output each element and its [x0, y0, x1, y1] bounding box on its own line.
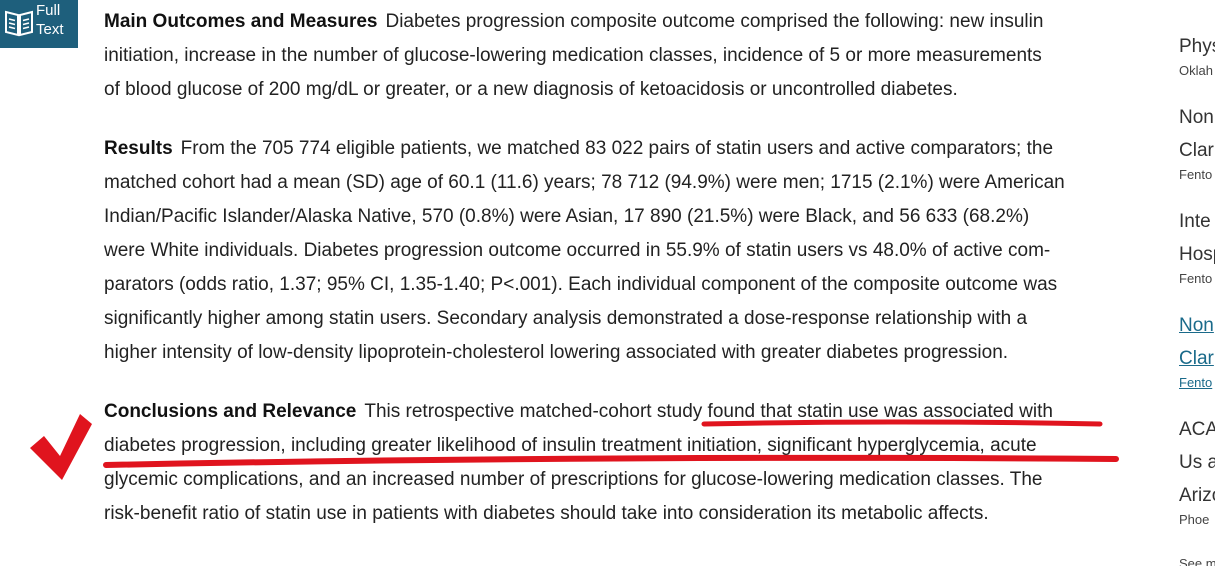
check-mark — [30, 414, 92, 480]
sidebar-subtitle: Fento — [1179, 167, 1213, 182]
text-line: higher intensity of low-density lipoprot… — [104, 341, 1008, 365]
paragraph-text: Diabetes progression composite outcome c… — [385, 11, 1044, 32]
section-heading: Results — [104, 138, 173, 159]
text-line: Results From the 705 774 eligible patient… — [104, 137, 1053, 161]
text-line: diabetes progression, including greater … — [104, 434, 1037, 458]
paragraph-text: matched cohort had a mean (SD) age of 60… — [104, 172, 1065, 193]
sidebar-title: Phys — [1179, 36, 1215, 57]
text-line: significantly higher among statin users.… — [104, 307, 1027, 331]
sidebar-title: Non — [1179, 107, 1214, 128]
sidebar-subtitle: Phoe — [1179, 512, 1210, 527]
text-line: risk-benefit ratio of statin use in pati… — [104, 502, 989, 526]
sidebar-title: Hosp — [1179, 244, 1215, 265]
text-line: parators (odds ratio, 1.37; 95% CI, 1.35… — [104, 273, 1057, 297]
paragraph-text: From the 705 774 eligible patients, we m… — [180, 138, 1054, 159]
sidebar: Phys Oklah Non Clar Fento Inte Hosp Fento Non Cla… — [1179, 0, 1215, 566]
paragraph-text: risk-benefit ratio of statin use in pati… — [104, 503, 989, 524]
paragraph-text: parators (odds ratio, 1.37; 95% CI, 1.35… — [104, 274, 1058, 295]
text-line: initiation, increase in the number of gl… — [104, 44, 1042, 68]
paragraph-text: Indian/Pacific Islander/Alaska Native, 5… — [104, 206, 1030, 227]
paragraph-text: of blood glucose of 200 mg/dL or greater… — [104, 79, 958, 100]
text-line: matched cohort had a mean (SD) age of 60… — [104, 171, 1065, 195]
paragraph-text: significantly higher among statin users.… — [104, 308, 1028, 329]
text-line: glycemic complications, and an increased… — [104, 468, 1043, 492]
sidebar-subtitle: Fento — [1179, 271, 1213, 286]
paragraph-text: This retrospective matched-cohort study … — [364, 401, 1053, 422]
see-more[interactable]: See m — [1179, 556, 1215, 566]
paragraph-text: higher intensity of low-density lipoprot… — [104, 342, 1009, 363]
paragraph-text: were White individuals. Diabetes progres… — [104, 240, 1051, 261]
paragraph-text: glycemic complications, and an increased… — [104, 469, 1043, 490]
underline — [103, 454, 1119, 468]
sidebar-title: ACA — [1179, 419, 1215, 440]
button-text: Full — [36, 2, 61, 19]
sidebar-title[interactable]: Clar — [1179, 348, 1214, 369]
text-line: of blood glucose of 200 mg/dL or greater… — [104, 78, 958, 102]
sidebar-title[interactable]: Non — [1179, 315, 1214, 336]
sidebar-subtitle[interactable]: Fento — [1179, 375, 1213, 390]
text-line: Main Outcomes and Measures Diabetes progr… — [104, 10, 1043, 34]
section-heading: Conclusions and Relevance — [104, 401, 357, 422]
sidebar-title: Us a — [1179, 452, 1215, 473]
book-icon — [5, 10, 33, 37]
sidebar-title: Inte — [1179, 211, 1211, 232]
sidebar-title: Arizo — [1179, 485, 1215, 506]
paragraph-text: diabetes progression, including greater … — [104, 435, 1037, 456]
text-line: Conclusions and Relevance This retrospect… — [104, 400, 1053, 424]
text-line: were White individuals. Diabetes progres… — [104, 239, 1050, 263]
sidebar-subtitle: Oklah — [1179, 63, 1213, 78]
full-text-button[interactable]: Full Text — [0, 0, 78, 48]
paragraph-text: initiation, increase in the number of gl… — [104, 45, 1042, 66]
section-heading: Main Outcomes and Measures — [104, 11, 378, 32]
sidebar-title: Clar — [1179, 140, 1214, 161]
text-line: Indian/Pacific Islander/Alaska Native, 5… — [104, 205, 1029, 229]
button-text: Text — [36, 21, 64, 38]
